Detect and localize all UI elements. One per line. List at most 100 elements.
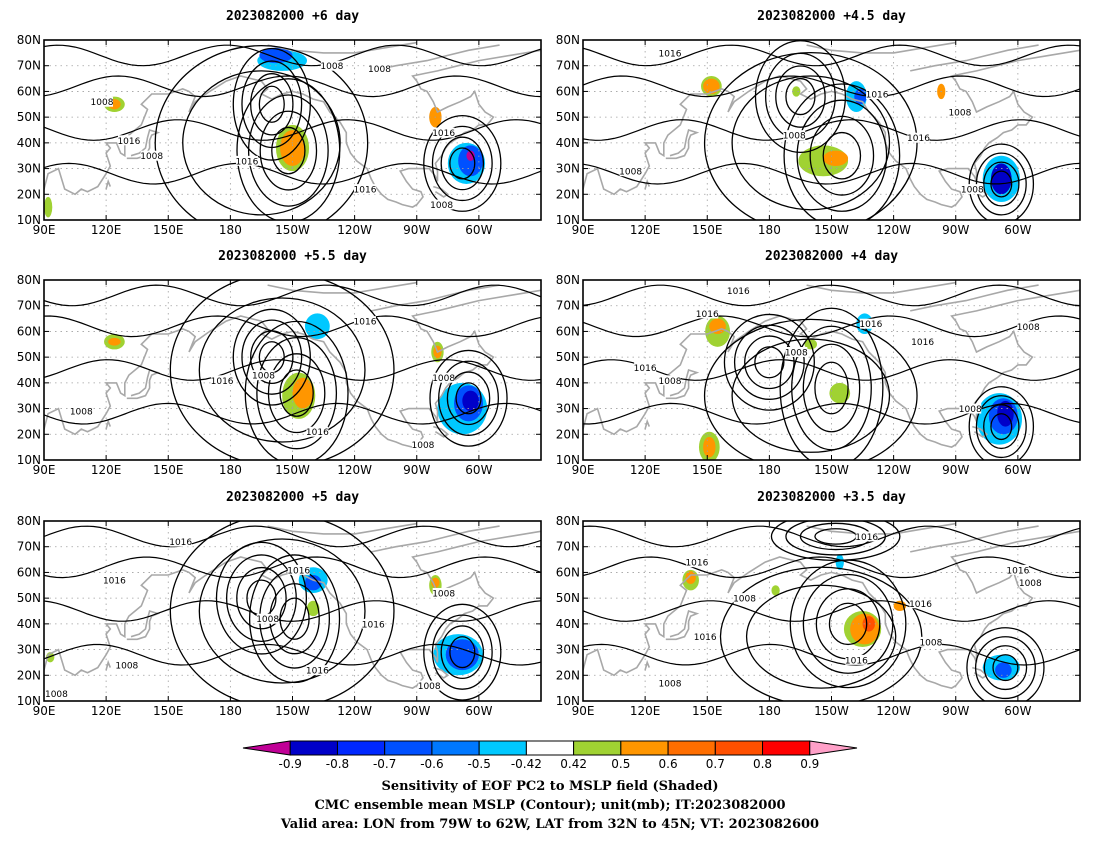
low-pressure-contour xyxy=(446,371,491,426)
high-pressure-contour xyxy=(154,45,369,220)
contour-label: 1016 xyxy=(235,157,258,167)
low-pressure-contour xyxy=(802,343,861,433)
map-panel-5: 1016 1016 1008 1008 1016 1016 1008 1016 1008 1008… xyxy=(17,490,542,718)
coastline xyxy=(644,178,651,190)
high-pressure-contour xyxy=(198,297,366,443)
isobar-contour xyxy=(44,284,541,307)
lon-tick-label: 150E xyxy=(153,223,184,237)
contour-label: 1016 xyxy=(845,656,868,666)
lon-tick-label: 120W xyxy=(876,704,911,718)
contour-label: 1008 xyxy=(252,372,275,382)
colorbar-tick-label: 0.42 xyxy=(560,757,587,771)
map-content: 1016 1008 1008 1016 1016 1008 1008 xyxy=(583,40,1080,220)
lat-tick-label: 20N xyxy=(556,668,580,682)
lon-tick-label: 150E xyxy=(153,463,184,477)
lon-tick-label: 60W xyxy=(1004,704,1031,718)
lon-tick-label: 120E xyxy=(91,223,122,237)
contour-label-bg xyxy=(430,199,453,210)
low-pressure-contour xyxy=(244,320,349,460)
contour-label-bg xyxy=(845,654,868,665)
isobar-contour xyxy=(583,44,1080,67)
isobar-contour xyxy=(583,556,1080,579)
contour-label-bg xyxy=(658,678,681,688)
sensitivity-shading xyxy=(709,318,726,334)
contour-label-bg xyxy=(907,132,930,143)
contour-label: 1008 xyxy=(432,374,455,384)
low-pressure-contour xyxy=(822,131,862,180)
coastline xyxy=(665,128,700,160)
contour-label: 1016 xyxy=(1006,566,1029,576)
low-pressure-contour xyxy=(796,99,888,212)
contour-label: 1008 xyxy=(70,408,93,418)
isobar-contour xyxy=(44,643,541,666)
lat-tick-label: 10N xyxy=(17,694,41,708)
contour-label: 1008 xyxy=(412,441,435,451)
colorbar-arrow-high xyxy=(809,740,858,756)
isobar-contour xyxy=(44,556,541,579)
high-pressure-contour xyxy=(182,70,341,216)
isobar-contour xyxy=(44,119,541,141)
lon-tick-label: 150E xyxy=(692,704,723,718)
low-pressure-contour xyxy=(791,325,872,451)
high-pressure-contour xyxy=(169,521,395,701)
lat-tick-label: 50N xyxy=(556,591,580,605)
contour-label-bg xyxy=(785,347,808,357)
colorbar-swatch xyxy=(336,740,386,756)
colorbar-tick-label: -0.5 xyxy=(467,757,490,771)
lat-tick-label: 50N xyxy=(17,591,41,605)
lon-tick-label: 150E xyxy=(692,463,723,477)
contour-label-bg xyxy=(685,557,708,568)
contour-label-bg xyxy=(1006,564,1029,575)
coastline xyxy=(806,522,956,535)
contour-label-bg xyxy=(909,598,932,609)
lat-tick-label: 20N xyxy=(17,187,41,201)
lon-tick-label: 150W xyxy=(814,223,849,237)
contour-label-bg xyxy=(696,308,719,319)
low-pressure-contour xyxy=(968,386,1035,460)
low-pressure-contour xyxy=(236,566,287,630)
sensitivity-shading xyxy=(431,577,440,588)
low-pressure-contour xyxy=(215,541,308,655)
contour-label-bg xyxy=(306,665,329,676)
contour-label: 1016 xyxy=(694,633,717,643)
isobar-contour xyxy=(583,284,1080,307)
colorbar-tick-label: 0.8 xyxy=(753,757,772,771)
colorbar-swatch xyxy=(762,740,811,756)
coastline xyxy=(583,289,1080,448)
contour-label: 1008 xyxy=(961,186,984,196)
contour-label-bg xyxy=(103,575,126,586)
colorbar: -0.9 -0.8 -0.7 -0.6 -0.5 -0.42 0.42 0.5 0.6 0.7 0.… xyxy=(242,740,858,771)
map-panel-4: 1016101610081016100810161016100810082023… xyxy=(556,249,1081,477)
lon-tick-label: 180 xyxy=(758,704,781,718)
contour-label: 1008 xyxy=(115,662,138,672)
lon-tick-label: 90W xyxy=(403,463,430,477)
low-pressure-contour xyxy=(983,404,1020,450)
coastline xyxy=(267,281,417,294)
contour-label: 1008 xyxy=(368,65,391,75)
lon-tick-label: 90E xyxy=(572,704,595,718)
contour-label-bg xyxy=(70,406,93,417)
contour-label-bg xyxy=(619,166,642,177)
lon-tick-label: 60W xyxy=(1004,463,1031,477)
isobar-contour xyxy=(44,75,541,98)
sensitivity-shading xyxy=(280,130,305,166)
low-pressure-contour xyxy=(992,654,1019,682)
contour-label: 1016 xyxy=(169,538,192,548)
colorbar-swatch xyxy=(431,740,480,756)
isobar-contour xyxy=(44,600,541,622)
sensitivity-shading xyxy=(862,616,875,632)
lat-tick-label: 80N xyxy=(17,273,41,287)
panel-title: 2023082000 +3.5 day xyxy=(757,490,906,505)
low-pressure-contour xyxy=(974,636,1036,700)
contour-label-bg xyxy=(919,636,942,647)
isobar-contour xyxy=(583,119,1080,141)
low-pressure-contour xyxy=(258,85,285,123)
contour-label-bg xyxy=(733,593,756,604)
colorbar-swatch xyxy=(289,740,338,756)
contour-label: 1016 xyxy=(855,533,878,543)
contour-label-bg xyxy=(866,89,889,99)
contour-label-bg xyxy=(1017,321,1040,332)
lat-tick-label: 60N xyxy=(17,565,41,579)
